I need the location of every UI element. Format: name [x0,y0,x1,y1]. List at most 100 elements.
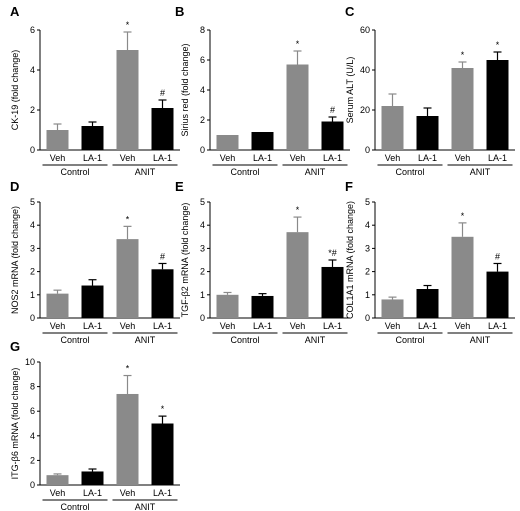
bar [216,135,239,150]
group-label: Control [60,335,89,345]
y-tick-label: 8 [200,25,205,35]
panel-letter: B [175,4,184,19]
y-tick-label: 10 [25,357,35,367]
category-label: LA-1 [418,153,437,163]
category-label: Veh [385,153,401,163]
y-tick-label: 2 [365,267,370,277]
y-tick-label: 8 [30,382,35,392]
category-label: Veh [120,153,136,163]
bar [451,68,474,150]
category-label: LA-1 [153,488,172,498]
panel-letter: C [345,4,355,19]
y-tick-label: 2 [30,267,35,277]
group-label: Control [60,167,89,177]
y-tick-label: 3 [30,243,35,253]
group-label: Control [230,335,259,345]
y-tick-label: 4 [30,220,35,230]
category-label: LA-1 [153,153,172,163]
y-axis-label: NOS2 mRNA (fold change) [10,206,20,314]
bar [116,50,139,150]
significance-mark: * [461,211,465,221]
group-label: ANIT [135,167,156,177]
y-axis-label: Sirius red (fold change) [180,43,190,136]
bar [486,60,509,150]
panel-letter: F [345,179,353,194]
y-tick-label: 1 [30,290,35,300]
y-tick-label: 2 [200,115,205,125]
significance-mark: # [160,88,165,98]
category-label: Veh [120,488,136,498]
panel-letter: A [10,4,20,19]
bar [321,121,344,150]
category-label: Veh [50,153,66,163]
panel-d: D 0 1 2 3 4 5 NOS2 mRNA (fold change) Veh LA-1 * Ve… [10,179,180,345]
y-axis-label: TGF-β2 mRNA (fold change) [180,203,190,318]
significance-mark: * [296,205,300,215]
y-axis-label: CK-19 (fold change) [10,50,20,131]
bar [381,299,404,318]
bar [251,295,274,318]
y-tick-label: 4 [200,220,205,230]
panel-letter: G [10,339,20,354]
y-tick-label: 0 [30,480,35,490]
group-label: Control [60,502,89,511]
bar [416,289,439,318]
y-tick-label: 0 [365,313,370,323]
category-label: Veh [120,321,136,331]
y-tick-label: 40 [360,65,370,75]
y-axis-label: Serum ALT (U/L) [345,57,355,124]
y-tick-label: 0 [30,313,35,323]
panel-a: A 0 2 4 6 CK-19 (fold change) Veh LA-1 * Veh # LA-1… [10,4,180,177]
y-tick-label: 20 [360,105,370,115]
y-tick-label: 4 [200,85,205,95]
category-label: Veh [50,321,66,331]
y-tick-label: 0 [365,145,370,155]
group-label: ANIT [305,167,326,177]
y-tick-label: 6 [30,25,35,35]
category-label: LA-1 [83,321,102,331]
significance-mark: # [160,251,165,261]
y-tick-label: 3 [365,243,370,253]
category-label: LA-1 [83,488,102,498]
significance-mark: * [126,214,130,224]
significance-mark: # [330,105,335,115]
y-tick-label: 5 [365,197,370,207]
category-label: LA-1 [253,153,272,163]
category-label: Veh [455,321,471,331]
category-label: LA-1 [253,321,272,331]
group-label: Control [230,167,259,177]
y-tick-label: 6 [200,55,205,65]
category-label: Veh [385,321,401,331]
y-tick-label: 5 [30,197,35,207]
bar [151,269,174,318]
bar [321,266,344,318]
bar [81,126,104,150]
category-label: LA-1 [153,321,172,331]
category-label: LA-1 [418,321,437,331]
significance-mark: # [495,251,500,261]
category-label: LA-1 [488,153,507,163]
y-axis-label: ITG-β6 mRNA (fold change) [10,368,20,480]
y-tick-label: 4 [30,431,35,441]
bar [286,64,309,150]
panel-e: E 0 1 2 3 4 5 TGF-β2 mRNA (fold change) Veh LA-1 *… [175,179,350,345]
panel-letter: E [175,179,184,194]
significance-mark: * [126,20,130,30]
bar [286,232,309,318]
y-tick-label: 60 [360,25,370,35]
group-label: ANIT [135,502,156,511]
bar [151,423,174,485]
y-tick-label: 4 [30,65,35,75]
significance-mark: * [461,50,465,60]
category-label: Veh [290,321,306,331]
y-tick-label: 0 [200,313,205,323]
bar [251,132,274,150]
y-tick-label: 0 [30,145,35,155]
group-label: ANIT [135,335,156,345]
significance-mark: * [126,364,130,374]
panel-b: B 0 2 4 6 8 Sirius red (fold change) Veh LA-1 * Ve… [175,4,350,177]
category-label: LA-1 [488,321,507,331]
y-tick-label: 6 [30,406,35,416]
significance-mark: * [161,404,165,414]
